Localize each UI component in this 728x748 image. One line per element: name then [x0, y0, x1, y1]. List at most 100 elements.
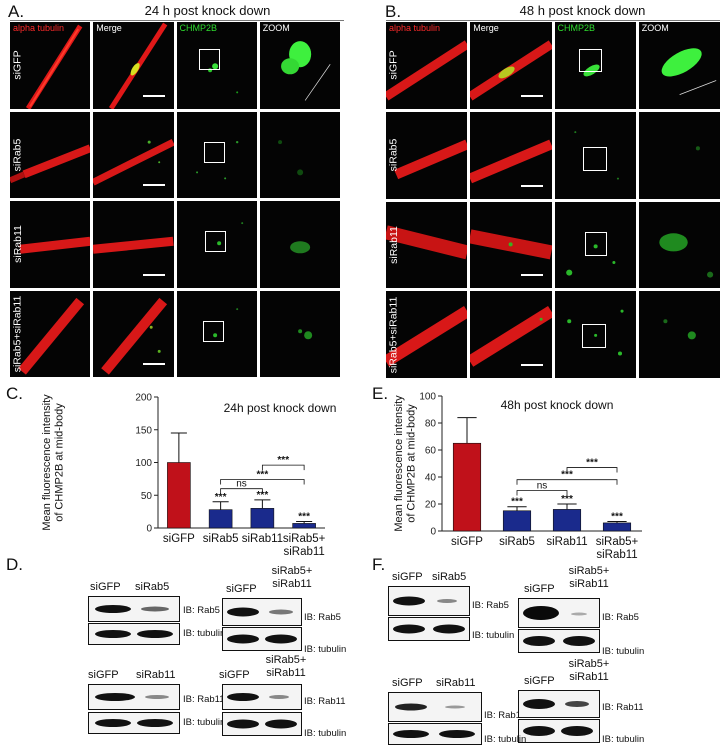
bar: [208, 509, 233, 529]
tile-b-r1-tubulin: alpha tubulin siGFP: [386, 22, 468, 109]
chmp2b-image: [583, 64, 600, 77]
scale-bar: [520, 94, 543, 97]
lane-label: siGFP: [524, 675, 555, 687]
blot-tubulin: [518, 629, 600, 653]
y-tick-label: 150: [135, 425, 152, 436]
ib-label: IB: Rab5: [602, 612, 639, 623]
category-label: siRab5: [203, 533, 239, 545]
micrograph-grid-a: alpha tubulin siGFP Merge CHMP2B ZOOM si…: [10, 22, 340, 377]
tile-b-r3-zoom: [638, 201, 720, 289]
bar: [602, 522, 632, 532]
column-header-alpha-tubulin: alpha tubulin: [13, 23, 65, 33]
column-header-zoom: ZOOM: [641, 23, 669, 33]
tile-b-r3-tubulin: siRab11: [386, 201, 468, 289]
tubulin-image: [19, 236, 91, 254]
merge-image: [109, 22, 168, 109]
tile-a-r1-zoom: ZOOM: [259, 22, 340, 109]
blot-tubulin: [88, 712, 180, 734]
blot-tubulin: [222, 627, 302, 651]
significance-label: ***: [561, 494, 573, 505]
bracket-ns: [516, 490, 568, 496]
bar: [452, 442, 482, 532]
column-header-alpha-tubulin: alpha tubulin: [389, 23, 441, 33]
blot-rab5: [222, 598, 302, 626]
lane-label: siRab11: [436, 677, 476, 689]
lane-label: siGFP: [219, 669, 250, 681]
ib-label: IB: tubulin: [472, 630, 515, 641]
column-header-zoom: ZOOM: [262, 23, 290, 33]
roi-box: [203, 141, 225, 163]
panel-label-c: C.: [6, 384, 23, 403]
scale-bar: [142, 184, 165, 186]
row-label-sirab5: siRab5: [387, 138, 400, 172]
tile-b-r2-zoom: [638, 111, 720, 199]
blot-tubulin: [388, 617, 470, 641]
tile-b-r4-merge: [470, 291, 552, 378]
merge-image: [470, 228, 552, 259]
panel-a-title: 24 h post knock down: [144, 3, 271, 18]
y-tick-label: 60: [425, 446, 437, 457]
ib-label: IB: Rab5: [472, 600, 509, 611]
bracket-ns: [220, 488, 263, 494]
scale-bar: [520, 184, 543, 187]
blot-rab11: [88, 684, 180, 710]
significance-label: ***: [277, 455, 289, 466]
tile-a-r4-merge: [93, 290, 174, 377]
tile-a-r3-chmp2b: [176, 201, 257, 288]
ib-label: IB: Rab11: [183, 694, 225, 705]
zoom-image: [659, 232, 713, 278]
roi-box: [582, 146, 607, 171]
ib-label: IB: tubulin: [183, 717, 226, 728]
blot-rab11: [388, 692, 482, 722]
significance-label: ***: [586, 458, 598, 469]
panel-b-title-rule: [386, 20, 720, 21]
scale-bar: [142, 363, 165, 365]
bar: [250, 508, 275, 529]
tubulin-image: [18, 297, 85, 375]
significance-label: ***: [611, 512, 623, 523]
tubulin-image: [10, 143, 91, 183]
category-label: siRab5+ siRab11: [283, 533, 326, 558]
lane-label: siRab5+ siRab11: [568, 658, 610, 683]
tubulin-image: [394, 139, 468, 179]
category-label: siGFP: [451, 536, 483, 548]
tile-a-r2-zoom: [259, 111, 340, 198]
roi-box: [584, 231, 607, 256]
bracket-rab5-vs-double: [516, 479, 618, 485]
zoom-image: [289, 241, 310, 254]
significance-label: ns: [537, 481, 548, 492]
panel-label-e: E.: [372, 384, 389, 403]
tile-b-r2-merge: [470, 111, 552, 199]
y-tick-label: 50: [141, 491, 153, 502]
roi-box: [202, 320, 224, 342]
category-label: siRab11: [242, 533, 283, 545]
ib-label: IB: tubulin: [304, 728, 347, 739]
tile-a-r2-tubulin: siRab5: [10, 111, 91, 198]
scale-bar: [142, 273, 165, 276]
y-tick-label: 20: [425, 500, 437, 511]
chmp2b-image: [216, 222, 243, 246]
merge-image: [93, 236, 174, 254]
tile-a-r2-chmp2b: [176, 111, 257, 198]
significance-label: ns: [236, 479, 247, 490]
ib-label: IB: Rab11: [602, 702, 644, 713]
y-tick-label: 0: [430, 527, 436, 538]
bracket-rab5-vs-double: [220, 479, 305, 485]
lane-label: siGFP: [90, 581, 121, 593]
tile-b-r3-merge: [470, 201, 552, 289]
tile-a-r4-zoom: [259, 290, 340, 377]
blot-rab5: [518, 598, 600, 628]
tubulin-image: [386, 306, 468, 367]
ib-label: IB: tubulin: [602, 734, 645, 745]
row-label-sirab5: siRab5: [11, 138, 24, 172]
tile-b-r3-chmp2b: [554, 201, 636, 289]
category-label: siRab5+ siRab11: [596, 536, 639, 561]
row-label-sirab11: siRab11: [11, 225, 24, 264]
significance-label: ***: [561, 470, 573, 481]
ib-label: IB: tubulin: [183, 628, 226, 639]
zoom-image: [297, 328, 312, 339]
zoom-image: [663, 319, 696, 340]
blot-rab11: [222, 684, 302, 710]
tile-b-r4-zoom: [638, 291, 720, 378]
